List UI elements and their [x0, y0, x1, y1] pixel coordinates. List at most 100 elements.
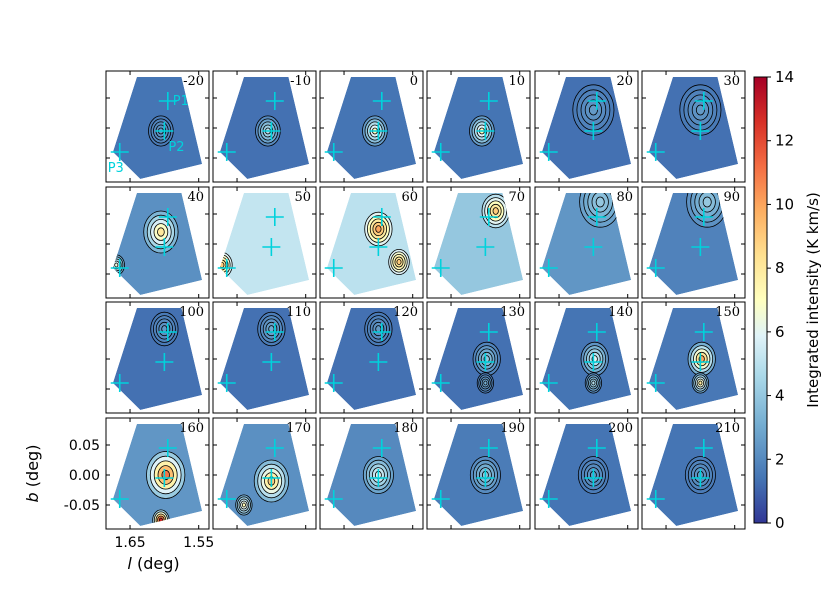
colorbar-tick-label: 6: [775, 323, 785, 341]
source-label: P1: [173, 94, 189, 109]
velocity-label: 90: [723, 190, 740, 205]
panel-frame: [534, 70, 639, 183]
colorbar-tick-label: 8: [775, 259, 785, 277]
intensity-map: [648, 193, 739, 295]
channel-panel: 120: [319, 301, 424, 414]
channel-panel: 150: [641, 301, 746, 414]
intensity-map: [112, 193, 203, 295]
panel-frame: [641, 70, 746, 183]
intensity-map: [541, 77, 632, 179]
colorbar-tick-label: 10: [775, 195, 794, 213]
velocity-label: 40: [187, 190, 204, 205]
intensity-map: [648, 77, 739, 179]
emission-contour: [702, 196, 712, 208]
panel-frame: [319, 70, 424, 183]
channel-panel: 50: [212, 186, 317, 299]
emission-contour: [698, 380, 703, 386]
velocity-label: 0: [410, 74, 418, 89]
intensity-map: [433, 77, 524, 179]
velocity-label: 120: [393, 305, 418, 320]
channel-panel: 160: [105, 417, 210, 530]
colorbar-label: Integrated intensity (K km/s): [804, 192, 822, 408]
channel-panel: 130: [426, 301, 531, 414]
intensity-map: [112, 77, 203, 179]
intensity-map: [648, 308, 739, 410]
panel-frame: [212, 186, 317, 299]
emission-contour: [114, 262, 119, 268]
channel-panel: 0: [319, 70, 424, 183]
panel-frame: [319, 417, 424, 530]
axis-annotations: 0.050.00-0.051.65 1.55l (deg)b (deg): [23, 438, 214, 573]
intensity-map: [433, 193, 524, 295]
velocity-label: 10: [508, 74, 525, 89]
channel-panel: 210: [641, 417, 746, 530]
intensity-map: [541, 308, 632, 410]
intensity-map: [326, 193, 417, 295]
panel-frame: [212, 70, 317, 183]
channel-panel: 60: [319, 186, 424, 299]
intensity-map: [219, 308, 310, 410]
channel-panel: 180: [319, 417, 424, 530]
y-tick-label: 0.00: [69, 468, 100, 484]
panel-frame: [319, 301, 424, 414]
y-axis-variable: b: [23, 492, 42, 502]
colorbar-tick-label: 2: [775, 450, 785, 468]
panel-frame: [534, 417, 639, 530]
channel-panel: 90: [641, 186, 746, 299]
colorbar: 0 2 4 6 8 10 12 14 Integrated intensity (K km/s): [753, 68, 822, 532]
colorbar-tick-label: 0: [775, 514, 785, 532]
x-axis-unit: (deg): [132, 554, 180, 573]
y-axis-unit: (deg): [23, 445, 42, 493]
velocity-label: 160: [179, 421, 204, 436]
map-background: [326, 308, 417, 410]
velocity-label: 80: [616, 190, 633, 205]
panel-frame: [426, 186, 531, 299]
channel-panel: 100: [105, 301, 210, 414]
emission-contour: [595, 196, 605, 208]
intensity-map: [648, 424, 739, 526]
panel-frame: [426, 70, 531, 183]
intensity-map: [112, 308, 203, 410]
y-tick-label: 0.05: [69, 438, 100, 454]
velocity-label: 70: [508, 190, 525, 205]
panel-frame: [641, 186, 746, 299]
source-label: P2: [168, 140, 184, 155]
map-background: [433, 193, 524, 295]
panel-frame: [426, 301, 531, 414]
channel-panel: -10: [212, 70, 317, 183]
panel-frame: [212, 301, 317, 414]
velocity-label: 60: [401, 190, 418, 205]
channel-panel: 30: [641, 70, 746, 183]
velocity-label: 130: [500, 305, 525, 320]
x-axis-label: l (deg): [127, 554, 179, 573]
intensity-map: [219, 193, 310, 295]
channel-panel: 40: [105, 186, 210, 299]
x-axis-variable: l: [127, 554, 132, 573]
velocity-label: 150: [715, 305, 740, 320]
panel-frame: [105, 186, 210, 299]
velocity-label: 110: [286, 305, 311, 320]
channel-panel: 190: [426, 417, 531, 530]
velocity-label: 50: [294, 190, 311, 205]
intensity-map: [326, 77, 417, 179]
channel-panel: 170: [212, 417, 317, 530]
panel-frame: [534, 186, 639, 299]
channel-panel: 10: [426, 70, 531, 183]
velocity-label: 210: [715, 421, 740, 436]
y-axis-label: b (deg): [23, 445, 42, 503]
panel-frame: [641, 417, 746, 530]
emission-contour: [591, 380, 596, 386]
channel-panel: 20: [534, 70, 639, 183]
emission-contour: [157, 227, 165, 237]
source-label: P3: [108, 161, 124, 176]
channel-panel: P1 P2 P3 -20: [105, 70, 210, 183]
emission-contour: [375, 225, 382, 233]
intensity-map: [326, 424, 417, 526]
colorbar-tick-label: 14: [775, 68, 794, 86]
channel-panel: 80: [534, 186, 639, 299]
channel-panel: 110: [212, 301, 317, 414]
panel-frame: [426, 417, 531, 530]
panel-frame: [105, 70, 210, 183]
intensity-map: [433, 424, 524, 526]
